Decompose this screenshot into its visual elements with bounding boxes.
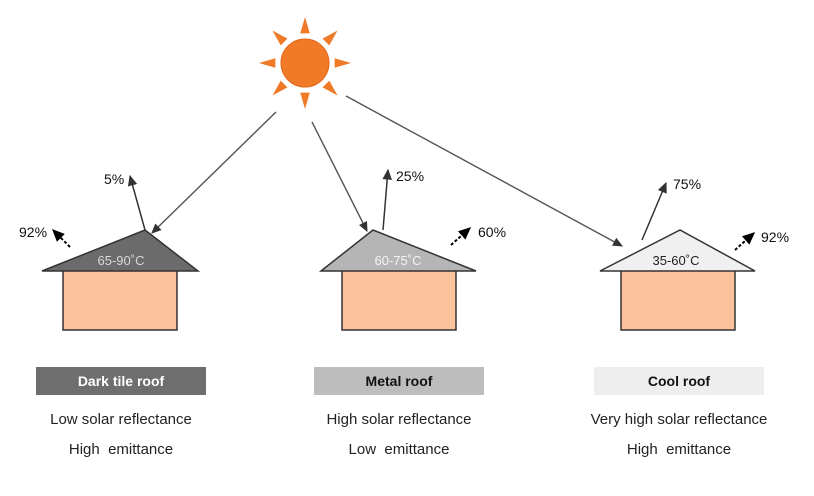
- sun-ray: [300, 92, 310, 109]
- roof-description-cool: Very high solar reflectance High emittan…: [559, 405, 799, 465]
- reflect-arrow: [641, 181, 667, 241]
- reflect-arrow: [127, 174, 146, 231]
- roof-label-dark-tile: Dark tile roof: [36, 367, 206, 395]
- roof-shape: [41, 229, 201, 272]
- roof-description-dark-tile: Low solar reflectance High emittance: [1, 405, 241, 465]
- sun-ray-arrow-cool: [345, 95, 623, 247]
- emittance-text: High emittance: [68, 441, 174, 458]
- roof-shape: [599, 229, 756, 272]
- roof-temperature: 65-90˚C: [98, 253, 145, 268]
- reflectance-text: Low solar reflectance: [50, 411, 192, 428]
- roof-temperature: 60-75˚C: [375, 253, 422, 268]
- emit-percent: 60%: [478, 224, 506, 240]
- emit-percent: 92%: [761, 229, 789, 245]
- emit-percent: 92%: [19, 224, 47, 240]
- reflectance-text: High solar reflectance: [326, 411, 472, 428]
- roof-label-cool: Cool roof: [594, 367, 764, 395]
- house-cool: 35-60˚C 75% 92%: [599, 176, 789, 331]
- sun-ray: [272, 80, 288, 96]
- emit-arrow: [52, 229, 71, 248]
- roof-description-metal: High solar reflectance Low emittance: [279, 405, 519, 465]
- reflectance-text: Very high solar reflectance: [590, 411, 768, 428]
- house-wall: [62, 267, 178, 331]
- roof-label-metal: Metal roof: [314, 367, 484, 395]
- sun-ray: [322, 80, 338, 96]
- reflect-percent: 5%: [104, 171, 124, 187]
- roof-shape: [318, 229, 477, 272]
- sun-ray: [300, 17, 310, 34]
- house-wall: [341, 267, 457, 331]
- house-wall: [620, 267, 736, 331]
- sun-ray: [272, 30, 288, 46]
- sun-ray: [259, 58, 276, 68]
- reflect-arrow: [382, 168, 392, 231]
- emittance-text: High emittance: [626, 441, 732, 458]
- sun-ray: [322, 30, 338, 46]
- sun-ray-arrow-dark: [151, 111, 277, 234]
- sun-icon: [259, 17, 351, 109]
- emit-arrow: [450, 227, 472, 246]
- sun-ray: [334, 58, 351, 68]
- emit-arrow: [734, 232, 756, 251]
- roof-temperature: 35-60˚C: [653, 253, 700, 268]
- reflect-percent: 75%: [673, 176, 701, 192]
- house-dark-tile: 65-90˚C 5% 92%: [19, 171, 201, 331]
- house-metal: 60-75˚C 25% 60%: [318, 168, 506, 331]
- sun-ray-arrow-metal: [311, 121, 368, 232]
- emittance-text: Low emittance: [348, 441, 450, 458]
- reflect-percent: 25%: [396, 168, 424, 184]
